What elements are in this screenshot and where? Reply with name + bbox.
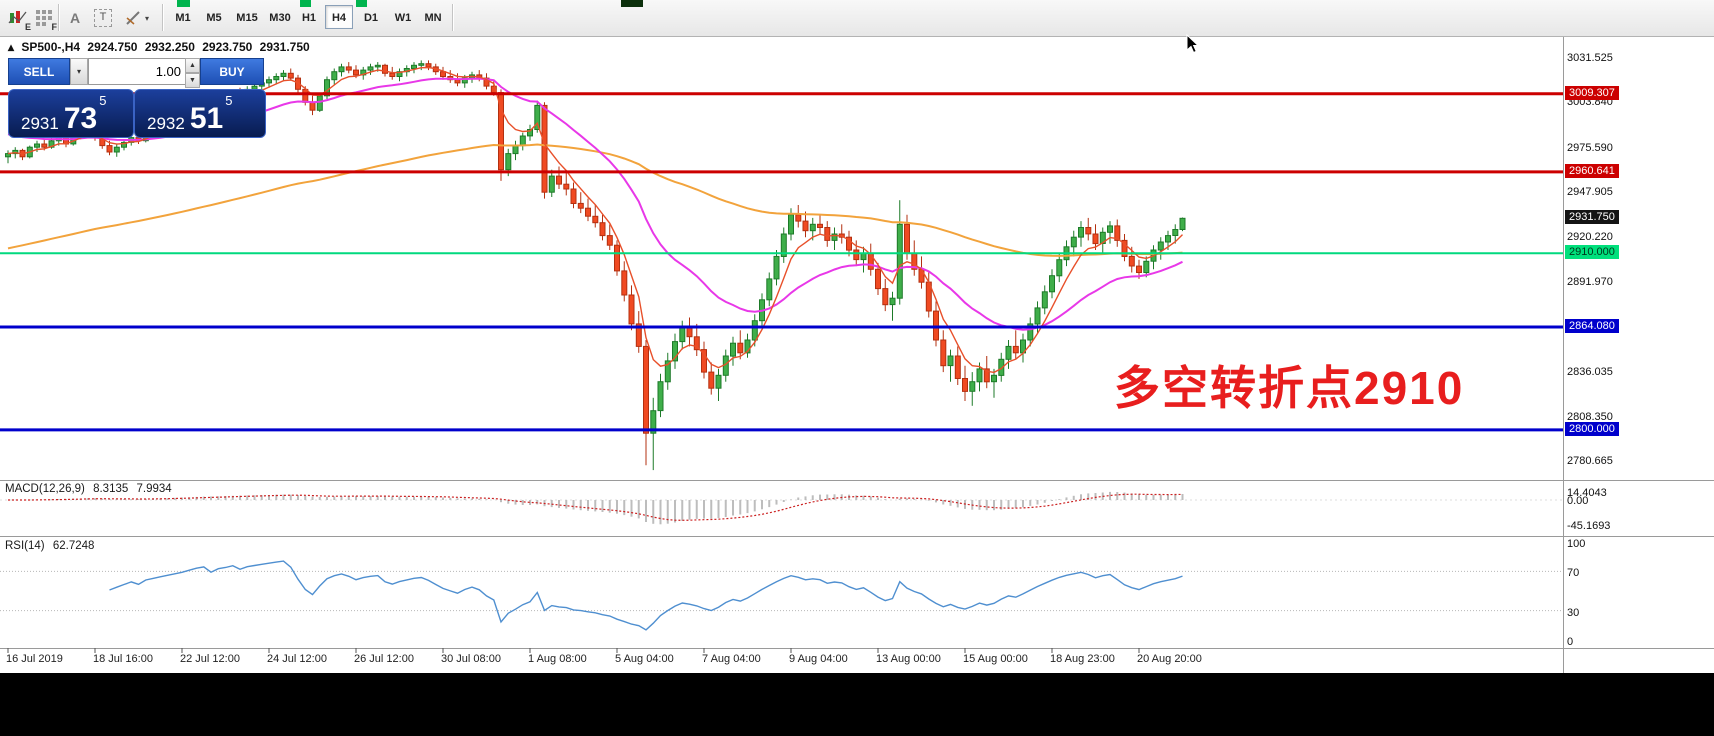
bid-pips: 73	[63, 102, 98, 135]
ask-big-figure: 2932	[147, 114, 185, 133]
chart-ohlc-header: ▴ SP500-,H4 2924.750 2932.250 2923.750 2…	[8, 40, 314, 54]
time-axis-label: 18 Aug 23:00	[1050, 653, 1115, 665]
rsi-name: RSI(14)	[5, 540, 45, 552]
rsi-value: 62.7248	[52, 540, 95, 552]
macd-axis-label: 0.00	[1567, 495, 1589, 507]
order-type-dropdown-button[interactable]: ▾	[70, 58, 88, 85]
macd-name: MACD(12,26,9)	[5, 483, 85, 495]
buy-button[interactable]: BUY	[200, 58, 264, 85]
bottom-black-bar	[0, 673, 1714, 736]
bid-pipette: 5	[99, 93, 107, 108]
chart-close: 2931.750	[259, 40, 310, 54]
textbox-tool-icon[interactable]: T	[92, 6, 114, 30]
rsi-axis-label: 0	[1567, 636, 1574, 648]
one-click-trading-panel: SELL ▾ ▲ ▼ BUY 2931 73 5 2932 51 5	[8, 58, 266, 138]
tf-button-d1[interactable]: D1	[357, 5, 385, 29]
price-tick-label: 2780.665	[1567, 455, 1613, 467]
price-tick-label: 2836.035	[1567, 366, 1613, 379]
toolbar-separator	[58, 4, 60, 31]
price-tick-label: 2891.970	[1567, 276, 1613, 289]
tf-button-m1[interactable]: M1	[170, 5, 196, 29]
rsi-axis-label: 70	[1567, 567, 1580, 580]
mouse-cursor	[1186, 33, 1200, 59]
grid-glyph	[36, 10, 52, 26]
chart-low: 2923.750	[202, 40, 253, 54]
time-axis-label: 18 Jul 16:00	[93, 653, 153, 665]
top-edge-artifact	[300, 0, 311, 7]
chart-symbol: SP500-,H4	[21, 40, 81, 54]
macd-main-value: 8.3135	[93, 483, 129, 495]
price-tick-label: 3031.525	[1567, 52, 1613, 64]
tf-button-m5[interactable]: M5	[201, 5, 227, 29]
price-line-chip: 2960.641	[1565, 163, 1619, 178]
sell-button[interactable]: SELL	[8, 58, 70, 85]
top-edge-artifact	[177, 0, 190, 7]
chart-high: 2932.250	[144, 40, 195, 54]
bid-quote[interactable]: 2931 73 5	[8, 89, 134, 138]
chart-open: 2924.750	[87, 40, 138, 54]
rsi-indicator-label: RSI(14) 62.7248	[5, 540, 99, 552]
grid-badge: F	[51, 22, 58, 32]
volume-input[interactable]	[88, 58, 187, 85]
top-edge-artifact	[356, 0, 367, 7]
rsi-axis-label: 30	[1567, 606, 1580, 619]
text-tool-glyph: A	[69, 10, 81, 26]
rsi-axis-label: 100	[1567, 538, 1586, 550]
expert-chart-icon[interactable]: E	[6, 6, 31, 32]
expert-badge: E	[24, 22, 31, 32]
tf-button-w1[interactable]: W1	[389, 5, 417, 29]
tf-button-m30[interactable]: M30	[265, 5, 295, 29]
caret-down-icon: ▾	[144, 13, 149, 23]
ask-quote[interactable]: 2932 51 5	[134, 89, 266, 138]
price-line-chip: 2864.080	[1565, 319, 1619, 333]
toolbar-separator	[162, 4, 164, 31]
price-tick-label: 2975.590	[1567, 141, 1613, 154]
time-axis-label: 7 Aug 04:00	[702, 653, 761, 665]
textbox-glyph: T	[94, 9, 112, 27]
ask-pips: 51	[189, 102, 224, 135]
pencil-glyph	[126, 11, 140, 25]
time-axis-label: 5 Aug 04:00	[615, 653, 674, 665]
ask-pipette: 5	[225, 93, 233, 108]
chart-marker-icon: ▴	[8, 40, 15, 54]
time-axis-label: 9 Aug 04:00	[789, 653, 848, 665]
volume-up-button[interactable]: ▲	[185, 58, 200, 73]
time-axis-label: 22 Jul 12:00	[180, 653, 240, 665]
drawing-tools-icon[interactable]: ▾	[120, 6, 154, 30]
price-line-chip: 2910.000	[1565, 245, 1619, 260]
volume-down-button[interactable]: ▼	[185, 73, 200, 88]
price-line-chip: 2931.750	[1565, 210, 1619, 225]
toolbar: E F A T ▾ M1 M5 M15 M30	[0, 0, 1714, 37]
toolbar-separator	[452, 4, 454, 31]
price-line-chip: 3009.307	[1565, 85, 1619, 100]
macd-axis-label: 14.4043	[1567, 487, 1607, 500]
chart-annotation-text: 多空转折点2910	[1114, 362, 1465, 414]
time-axis-label: 24 Jul 12:00	[267, 653, 327, 665]
grid-list-icon[interactable]: F	[32, 6, 58, 32]
mini-candles-glyph	[8, 11, 27, 24]
time-axis-label: 15 Aug 00:00	[963, 653, 1028, 665]
time-axis-label: 20 Aug 20:00	[1137, 653, 1202, 665]
tf-button-h1[interactable]: H1	[296, 5, 322, 29]
text-label-tool-icon[interactable]: A	[64, 6, 86, 30]
time-axis-label: 26 Jul 12:00	[354, 653, 414, 665]
price-tick-label: 2920.220	[1567, 230, 1613, 243]
macd-axis-label: -45.1693	[1567, 519, 1611, 532]
tf-button-mn[interactable]: MN	[419, 5, 447, 29]
volume-spinner: ▲ ▼	[185, 58, 200, 88]
macd-signal-value: 7.9934	[136, 483, 172, 495]
time-axis-label: 16 Jul 2019	[6, 653, 63, 665]
time-axis-label: 13 Aug 00:00	[876, 653, 941, 665]
price-tick-label: 2947.905	[1567, 186, 1613, 199]
price-tick-label: 2808.350	[1567, 410, 1613, 423]
tf-button-h4[interactable]: H4	[325, 5, 353, 29]
price-line-chip: 2800.000	[1565, 421, 1619, 436]
macd-indicator-label: MACD(12,26,9) 8.3135 7.9934	[5, 483, 177, 495]
time-axis-label: 30 Jul 08:00	[441, 653, 501, 665]
top-edge-artifact	[621, 0, 643, 7]
time-axis-label: 1 Aug 08:00	[528, 653, 587, 665]
tf-button-m15[interactable]: M15	[232, 5, 262, 29]
bid-big-figure: 2931	[21, 114, 59, 133]
